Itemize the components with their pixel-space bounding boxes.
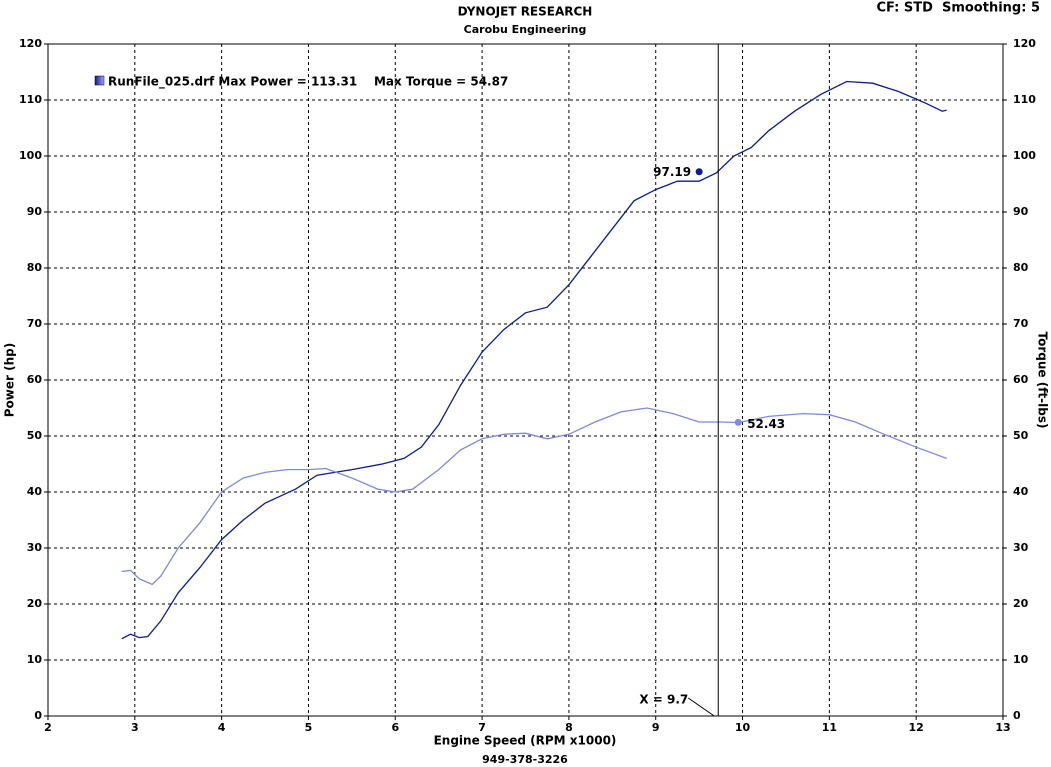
- y2-axis-label: Torque (ft-lbs): [1036, 332, 1050, 429]
- y-tick-label: 30: [27, 541, 43, 554]
- y2-tick-label: 60: [1013, 373, 1029, 386]
- marker-label: 52.43: [747, 417, 785, 431]
- x-tick-label: 12: [909, 721, 924, 734]
- y2-tick-label: 110: [1013, 93, 1036, 106]
- x-tick-label: 3: [131, 721, 139, 734]
- cursor-label: X = 9.7: [639, 693, 688, 707]
- y2-tick-label: 90: [1013, 205, 1029, 218]
- y-tick-label: 110: [19, 93, 42, 106]
- y2-tick-label: 70: [1013, 317, 1029, 330]
- y2-tick-label: 50: [1013, 429, 1029, 442]
- x-tick-label: 4: [218, 721, 226, 734]
- y-tick-label: 40: [27, 485, 43, 498]
- y-tick-label: 10: [27, 653, 43, 666]
- y-tick-label: 120: [19, 37, 42, 50]
- chart-subtitle: Carobu Engineering: [464, 23, 587, 36]
- series-line: [121, 407, 947, 586]
- y2-tick-label: 100: [1013, 149, 1036, 162]
- y-tick-label: 80: [27, 261, 43, 274]
- x-axis-label: Engine Speed (RPM x1000): [434, 734, 617, 748]
- y-tick-label: 0: [34, 709, 42, 722]
- y-tick-label: 70: [27, 317, 43, 330]
- x-tick-label: 11: [822, 721, 837, 734]
- y-tick-label: 50: [27, 429, 43, 442]
- x-tick-label: 10: [735, 721, 751, 734]
- cursor-pointer: [687, 697, 715, 717]
- x-tick-label: 7: [478, 721, 486, 734]
- settings-note: CF: STD Smoothing: 5: [876, 1, 1040, 16]
- x-tick-label: 8: [565, 721, 573, 734]
- marker-label: 97.19: [653, 165, 691, 179]
- y2-tick-label: 120: [1013, 37, 1036, 50]
- chart-title: DYNOJET RESEARCH: [458, 5, 593, 19]
- y-tick-label: 60: [27, 373, 43, 386]
- x-tick-label: 13: [995, 721, 1010, 734]
- y-tick-label: 20: [27, 597, 43, 610]
- y2-tick-label: 0: [1013, 709, 1021, 722]
- y-axis-label: Power (hp): [3, 343, 17, 417]
- y2-tick-label: 30: [1013, 541, 1029, 554]
- value-marker: [734, 418, 742, 426]
- y2-tick-label: 40: [1013, 485, 1029, 498]
- footer: 949-378-3226: [482, 753, 568, 766]
- x-tick-label: 2: [44, 721, 52, 734]
- x-tick-label: 5: [305, 721, 313, 734]
- y2-tick-label: 10: [1013, 653, 1029, 666]
- y-tick-label: 100: [19, 149, 42, 162]
- legend-icon: [94, 75, 105, 86]
- y2-tick-label: 20: [1013, 597, 1029, 610]
- value-marker: [695, 168, 703, 176]
- y-tick-label: 90: [27, 205, 43, 218]
- series-line: [121, 80, 947, 640]
- y2-tick-label: 80: [1013, 261, 1029, 274]
- x-tick-label: 6: [391, 721, 399, 734]
- x-tick-label: 9: [652, 721, 660, 734]
